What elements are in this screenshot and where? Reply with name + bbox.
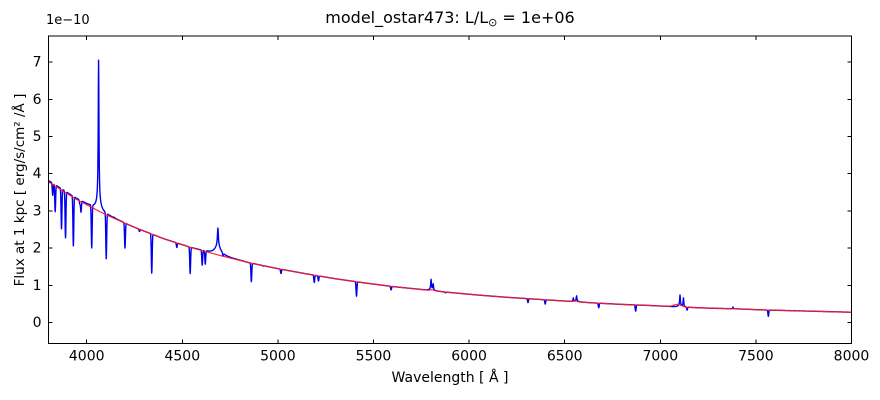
series-group (47, 59, 853, 318)
y-axis-label: Flux at 1 kpc [ erg/s/cm² /Å ] (12, 93, 28, 287)
y-tick-label: 2 (33, 241, 42, 257)
plot-background (48, 36, 852, 344)
y-tick-label: 1 (33, 278, 42, 294)
y-tick-label: 4 (33, 166, 42, 182)
x-tick-label: 4500 (164, 349, 200, 365)
y-tick-label: 6 (33, 92, 42, 108)
plot-title: model_ostar473: L/L⊙ = 1e+06 (0, 8, 880, 29)
y-tick-label: 0 (33, 315, 42, 331)
x-tick-label: 8000 (834, 349, 870, 365)
x-axis-label: Wavelength [ Å ] (391, 370, 509, 386)
x-tick-label: 7500 (738, 349, 774, 365)
x-tick-label: 6000 (451, 349, 487, 365)
plot-title-post: = 1e+06 (497, 8, 575, 27)
axes-spines (48, 35, 852, 344)
y-tick-label: 5 (33, 129, 42, 145)
x-tick-label: 4000 (69, 349, 105, 365)
y-tick-label: 3 (33, 204, 42, 220)
x-tick-label: 5000 (260, 349, 296, 365)
sun-symbol: ⊙ (488, 16, 498, 29)
y-tick-label: 7 (33, 55, 42, 71)
tick-labels: 4000 4500 5000 5500 6000 6500 7000 7500 8000 0 1 2 3… (33, 55, 870, 365)
x-tick-label: 5500 (356, 349, 392, 365)
x-tick-label: 7000 (642, 349, 678, 365)
continuum-line (48, 181, 852, 313)
y-axis-offset-text: 1e−10 (46, 13, 90, 28)
plot-title-pre: model_ostar473: L/L (325, 8, 489, 27)
x-tick-label: 6500 (547, 349, 583, 365)
